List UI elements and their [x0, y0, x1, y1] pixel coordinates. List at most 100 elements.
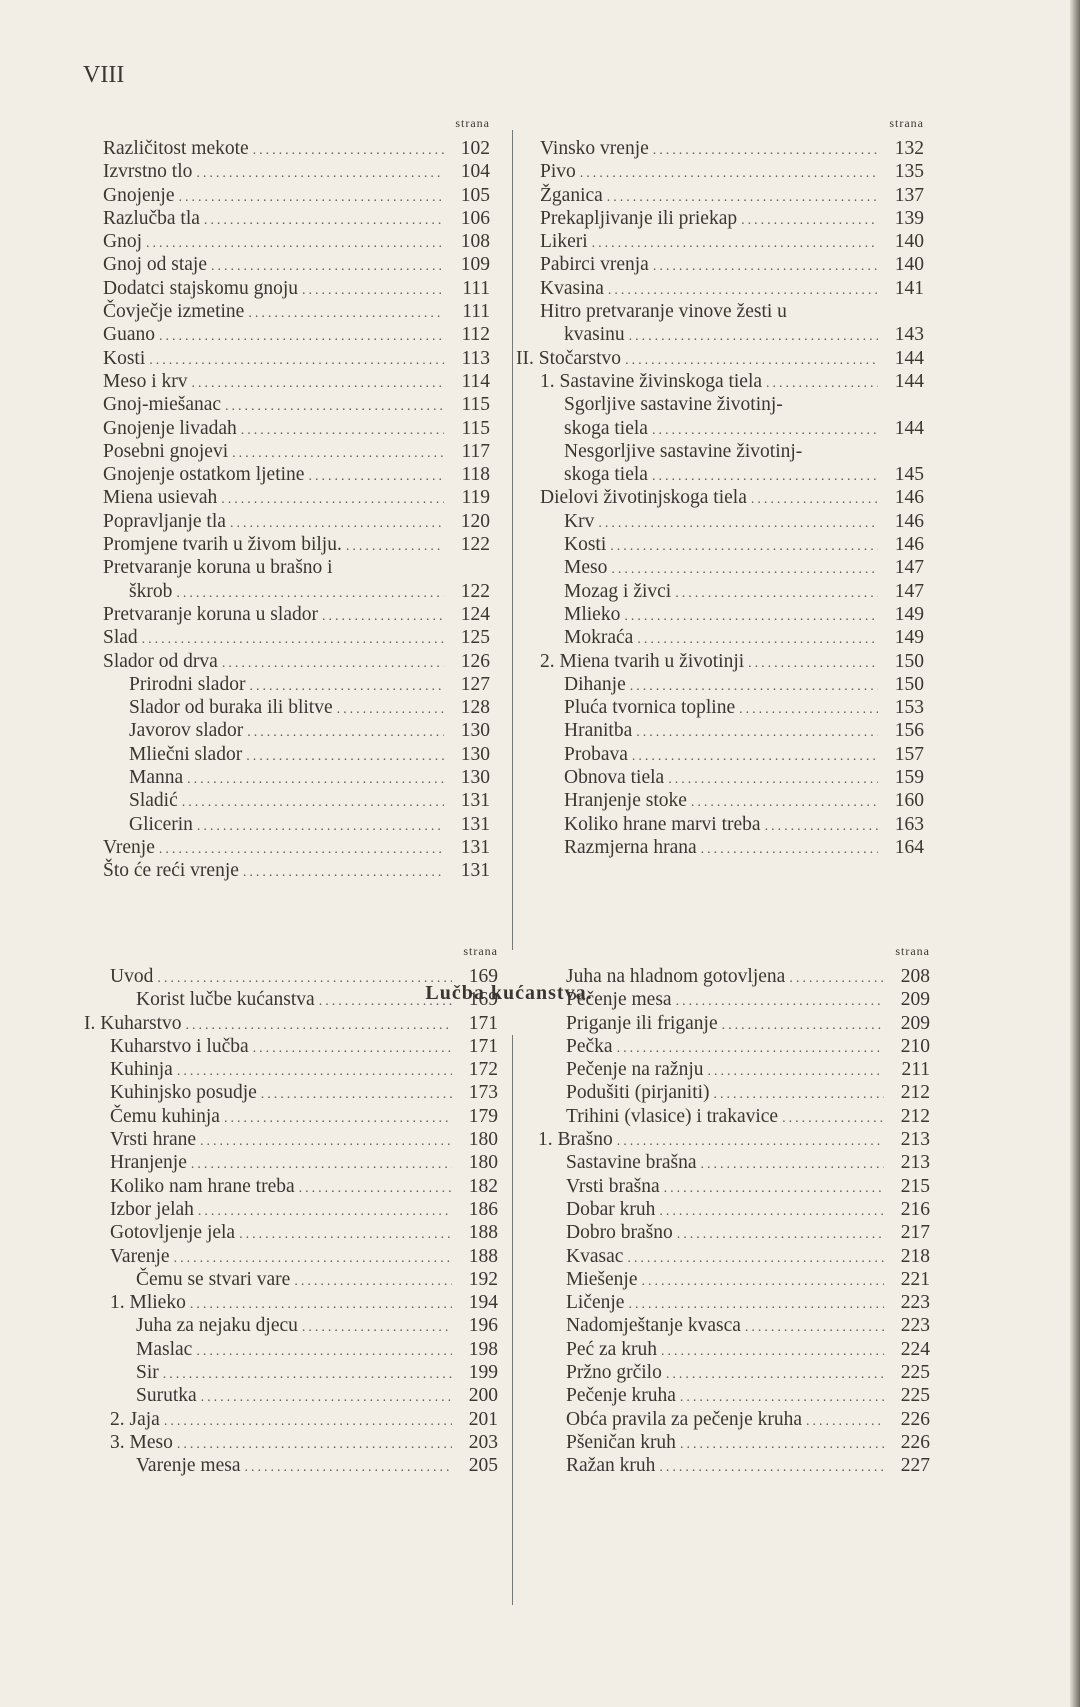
entry-title: Hitro pretvaranje vinove žesti u [540, 301, 787, 323]
entry-title: Sladić [129, 790, 178, 812]
leader: ........................................… [225, 399, 444, 415]
entry-page: 160 [894, 790, 924, 812]
entry-page: 130 [460, 720, 490, 742]
leader: ........................................… [679, 1436, 884, 1452]
leader: ........................................… [636, 725, 878, 741]
entry-page: 141 [894, 277, 924, 299]
leader: ........................................… [318, 994, 452, 1010]
leader: ........................................… [665, 1367, 884, 1383]
entry-title: Pivo [540, 161, 576, 183]
leader: ........................................… [239, 1227, 452, 1243]
toc-entry: Gnojenje livadah........................… [103, 418, 490, 441]
entry-page: 209 [900, 1012, 930, 1034]
entry-page: 225 [900, 1385, 930, 1407]
entry-page: 203 [468, 1431, 498, 1453]
entry-title: Čemu kuhinja [110, 1105, 220, 1127]
leader: ........................................… [301, 282, 444, 298]
leader: ........................................… [611, 562, 878, 578]
toc-entry: Korist lučbe kućanstva..................… [84, 989, 498, 1012]
toc-entry: Sladić..................................… [103, 790, 490, 813]
entry-page: 122 [460, 534, 490, 556]
entry-page: 122 [460, 580, 490, 602]
entry-page: 150 [894, 650, 924, 672]
toc-entry: Razlučba tla............................… [103, 208, 490, 231]
entry-title: Podušiti (pirjaniti) [566, 1082, 710, 1104]
entry-page: 200 [468, 1385, 498, 1407]
toc-entry: Varenje.................................… [84, 1246, 498, 1269]
leader: ........................................… [700, 1157, 884, 1173]
toc-entry: Gnoj-miešanac...........................… [103, 394, 490, 417]
entry-page: 145 [894, 464, 924, 486]
entry-page: 128 [460, 697, 490, 719]
entry-page: 149 [894, 603, 924, 625]
leader: ........................................… [176, 1064, 452, 1080]
leader: ........................................… [242, 865, 444, 881]
leader: ........................................… [249, 678, 444, 694]
entry-title: Sastavine brašna [566, 1152, 697, 1174]
toc-entry: Kosti...................................… [516, 534, 924, 557]
leader: ........................................… [203, 212, 444, 228]
entry-title: Popravljanje tla [103, 510, 226, 532]
entry-title: Nesgorljive sastavine životinj- [564, 440, 803, 462]
toc-entry: Kuhinja.................................… [84, 1059, 498, 1082]
entry-title: Ličenje [566, 1292, 625, 1314]
toc-entry: 1. Sastavine živinskoga tiela...........… [516, 371, 924, 394]
toc-entry: Hranjenje stoke.........................… [516, 790, 924, 813]
toc-entry: Probava.................................… [516, 744, 924, 767]
entry-title: Sgorljive sastavine životinj- [564, 394, 783, 416]
entry-page: 105 [460, 184, 490, 206]
entry-title: Juha na hladnom gotovljena [566, 966, 786, 987]
page-header: strana [463, 944, 498, 958]
entry-page: 157 [894, 743, 924, 765]
toc-entry: Miešenje................................… [538, 1269, 930, 1292]
entry-title: Guano [103, 324, 155, 346]
leader: ........................................… [651, 469, 878, 485]
entry-page: 218 [900, 1245, 930, 1267]
leader: ........................................… [159, 329, 444, 345]
entry-page: 119 [461, 487, 490, 509]
toc-entry: 2. Jaja.................................… [84, 1409, 498, 1432]
toc-entry: Pšeničan kruh...........................… [538, 1432, 930, 1455]
entry-title: Hranjenje [110, 1152, 187, 1174]
toc-entry: Razmjerna hrana.........................… [516, 837, 924, 860]
entry-title: Ražan kruh [566, 1455, 656, 1477]
entry-title: skoga tiela [564, 417, 648, 439]
entry-page: 186 [468, 1198, 498, 1220]
toc-entry: Ražan kruh..............................… [538, 1455, 930, 1478]
toc-entry: Vrsti brašna............................… [538, 1176, 930, 1199]
entry-page: 131 [460, 790, 490, 812]
leader: ........................................… [606, 189, 878, 205]
entry-title: Priganje ili friganje [566, 1012, 718, 1034]
leader: ........................................… [663, 1180, 884, 1196]
leader: ........................................… [173, 1250, 452, 1266]
toc-column: strana Vinsko vrenje.....................… [516, 116, 924, 860]
toc-entry: Vrenje..................................… [103, 837, 490, 860]
entry-title: Gnojenje [103, 184, 175, 206]
entry-page: 205 [468, 1455, 498, 1477]
entry-title: Dihanje [564, 673, 626, 695]
toc-entry: Gotovljenje jela........................… [84, 1222, 498, 1245]
entry-page: 146 [894, 534, 924, 556]
entry-page: 130 [460, 743, 490, 765]
toc-entry: skoga tiela.............................… [516, 464, 924, 487]
entry-page: 216 [900, 1198, 930, 1220]
entry-title: Pečenje na ražnju [566, 1059, 704, 1081]
toc-entry: Dobro brašno............................… [538, 1222, 930, 1245]
entry-title: Vrenje [103, 836, 155, 858]
leader: ........................................… [141, 632, 444, 648]
entry-title: Korist lučbe kućanstva [136, 989, 315, 1011]
entry-page: 130 [460, 767, 490, 789]
leader: ........................................… [637, 632, 878, 648]
leader: ........................................… [200, 1134, 452, 1150]
entry-title: Kuharstvo i lučba [110, 1035, 249, 1057]
leader: ........................................… [244, 1460, 453, 1476]
entry-page: 144 [894, 370, 924, 392]
page-header: strana [895, 944, 930, 958]
leader: ........................................… [232, 445, 444, 461]
leader: ........................................… [652, 143, 878, 158]
column-divider [512, 1035, 513, 1605]
leader: ........................................… [336, 702, 444, 718]
entry-page: 144 [894, 347, 924, 369]
leader: ........................................… [294, 1273, 452, 1289]
toc-entry: Što će reći vrenje......................… [103, 860, 490, 883]
